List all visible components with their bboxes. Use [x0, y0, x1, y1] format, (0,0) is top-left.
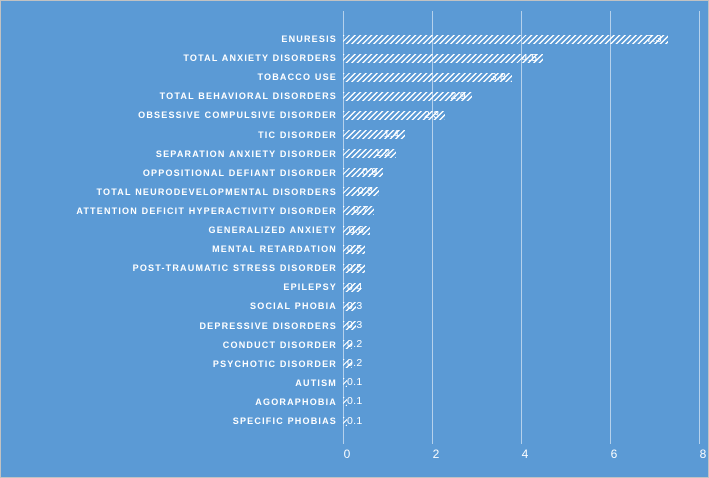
- value-label: 0.9: [362, 166, 378, 179]
- value-label: 0.1: [347, 395, 363, 408]
- value-label: 4.5: [521, 51, 538, 64]
- category-label: CONDUCT DISORDER: [222, 339, 337, 350]
- category-label: OPPOSITIONAL DEFIANT DISORDER: [142, 167, 337, 178]
- value-label: 1.4: [383, 128, 400, 140]
- value-label: 0.5: [347, 242, 363, 255]
- x-tick-label: 2: [432, 447, 440, 461]
- category-label: AUTISM: [295, 377, 337, 388]
- bar: [343, 130, 406, 139]
- category-label: AGORAPHOBIA: [255, 396, 337, 407]
- value-label: 2.9: [450, 89, 467, 102]
- bar: [343, 149, 397, 159]
- category-label: DEPRESSIVE DISORDERS: [199, 320, 337, 331]
- bar: [343, 225, 370, 235]
- value-label: 0.1: [347, 414, 363, 427]
- bar: [343, 206, 375, 216]
- value-label: 0.1: [347, 376, 363, 389]
- bar: [343, 359, 352, 369]
- bar: [343, 91, 473, 101]
- category-label: POST-TRAUMATIC STRESS DISORDER: [132, 263, 337, 274]
- bar: [343, 168, 384, 178]
- bar: [343, 340, 352, 350]
- bar: [343, 397, 348, 407]
- category-label: TOTAL NEURODEVELOPMENTAL DISORDERS: [96, 186, 337, 197]
- category-label: ENURESIS: [281, 34, 337, 44]
- value-label: 0.7: [353, 204, 369, 217]
- value-label: 0.3: [347, 319, 363, 331]
- value-label: 0.2: [347, 357, 363, 370]
- category-label: SOCIAL PHOBIA: [250, 301, 337, 312]
- category-label: SPECIFIC PHOBIAS: [232, 416, 337, 426]
- category-label: SEPARATION ANXIETY DISORDER: [155, 148, 337, 159]
- value-label: 7.3: [646, 32, 662, 45]
- category-label: ATTENTION DEFICIT HYPERACTIVITY DISORDER: [76, 205, 337, 216]
- bar: [343, 34, 668, 44]
- bar: [343, 110, 446, 120]
- category-label: PSYCHOTIC DISORDER: [212, 358, 337, 369]
- x-tick-label: 6: [610, 447, 618, 461]
- category-label: TOBACCO USE: [257, 72, 337, 83]
- category-label: TOTAL ANXIETY DISORDERS: [183, 53, 337, 64]
- bar: [343, 378, 348, 388]
- value-label: 0.4: [347, 280, 363, 293]
- x-tick-label: 8: [699, 447, 707, 461]
- bar: [343, 187, 379, 197]
- value-label: 0.5: [347, 261, 363, 274]
- bar: [343, 301, 357, 311]
- bar: [343, 263, 366, 273]
- gridline: [699, 11, 700, 444]
- category-label: TOTAL BEHAVIORAL DISORDERS: [159, 91, 337, 102]
- bar: [343, 416, 348, 426]
- bar: [343, 53, 544, 63]
- bar: [343, 72, 513, 82]
- category-label: OBSESSIVE COMPULSIVE DISORDER: [138, 110, 337, 121]
- value-label: 2.3: [423, 108, 440, 121]
- gridline: [521, 11, 522, 444]
- bar: [343, 244, 366, 254]
- category-label: GENERALIZED ANXIETY: [208, 225, 337, 235]
- gridline: [610, 11, 611, 444]
- category-label: EPILEPSY: [283, 282, 337, 293]
- x-tick-label: 0: [343, 447, 351, 461]
- category-label: MENTAL RETARDATION: [212, 244, 337, 255]
- value-label: 3.8: [490, 70, 507, 83]
- category-label: TIC DISORDER: [258, 129, 337, 140]
- gridline: [432, 11, 433, 444]
- value-label: 0.3: [347, 299, 363, 312]
- value-label: 0.6: [348, 223, 365, 236]
- value-label: 0.2: [347, 338, 363, 351]
- bar: [343, 282, 361, 292]
- x-tick-label: 4: [521, 447, 529, 461]
- value-label: 0.8: [357, 185, 374, 198]
- value-label: 1.2: [374, 147, 391, 160]
- bar: [343, 321, 357, 330]
